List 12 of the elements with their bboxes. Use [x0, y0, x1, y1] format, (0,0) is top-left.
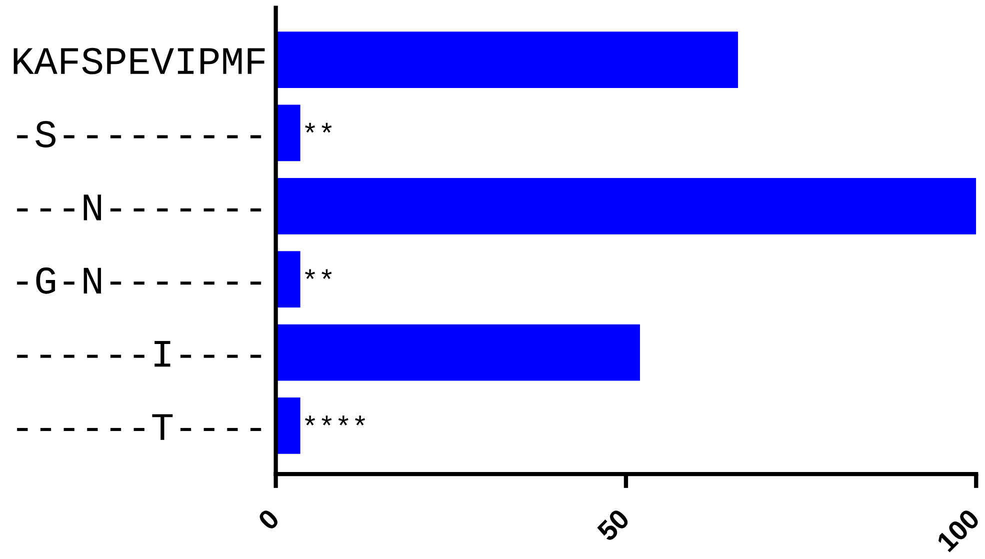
data-label: **** — [305, 416, 366, 426]
y-tick-label: ------T---- — [17, 414, 262, 440]
x-tick-label: 50 — [596, 508, 630, 542]
y-tick-label: ---N------- — [17, 194, 262, 220]
data-label: ** — [305, 269, 332, 279]
data-label: ** — [305, 122, 332, 133]
y-tick-label: -S--------- — [17, 121, 262, 148]
x-tick-label: 100 — [936, 508, 981, 553]
x-tick-label: 0 — [257, 508, 280, 532]
y-tick-label: ------I---- — [17, 341, 262, 367]
y-tick-label: -G-N------- — [17, 267, 262, 294]
y-tick-label: KAFSPEVIPMF — [14, 48, 265, 74]
